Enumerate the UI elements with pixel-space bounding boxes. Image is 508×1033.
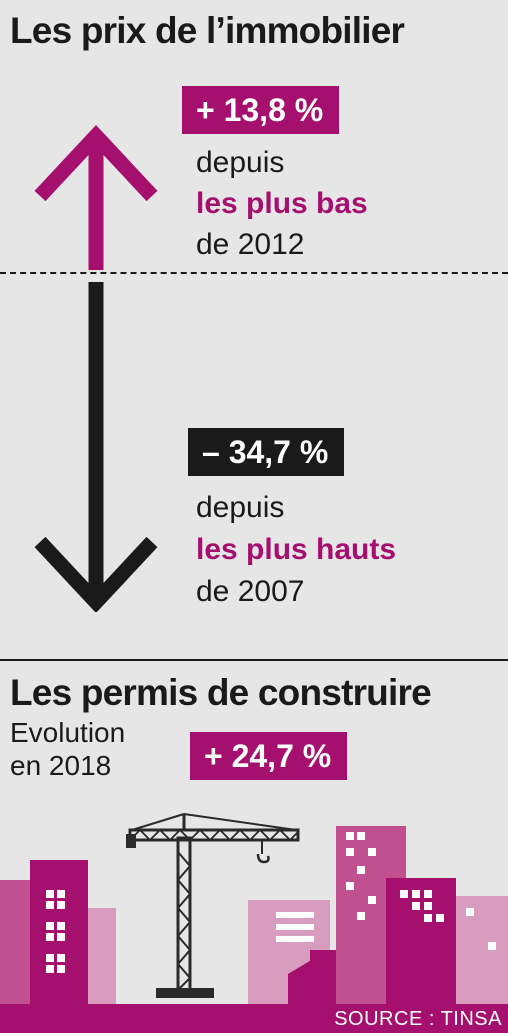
section-divider — [0, 659, 508, 661]
permis-badge: + 24,7 % — [190, 732, 348, 780]
permis-sub1: Evolution — [10, 717, 126, 748]
arrow-down-icon — [34, 282, 158, 612]
hausse-badge: + 13,8 % — [182, 86, 340, 134]
permis-sub2: en 2018 — [10, 750, 112, 781]
permis-title: Les permis de construire — [10, 672, 432, 713]
hausse-line2: les plus bas — [196, 187, 368, 220]
baisse-badge: – 34,7 % — [188, 428, 345, 476]
baisse-line3: de 2007 — [196, 575, 305, 608]
source-note: SOURCE : TINSA — [334, 1008, 502, 1030]
city-crane-illustration — [0, 813, 508, 1033]
hausse-line1: depuis — [196, 146, 285, 179]
baisse-line2: les plus hauts — [196, 533, 397, 566]
arrow-up-icon — [34, 125, 158, 270]
hausse-line3: de 2012 — [196, 228, 305, 261]
baisse-line1: depuis — [196, 491, 285, 524]
prix-title: Les prix de l’immobilier — [10, 10, 405, 51]
dashed-divider — [0, 272, 508, 274]
